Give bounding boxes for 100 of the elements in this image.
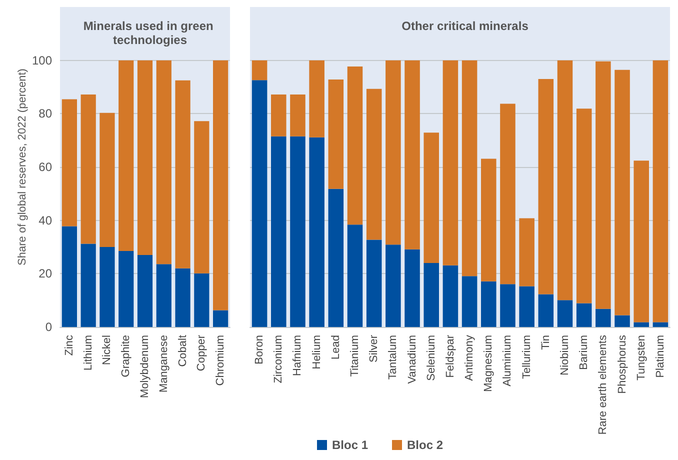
y-tick-label: 60 [38, 160, 52, 174]
bar [194, 121, 210, 274]
x-tick-label: Nickel [101, 335, 114, 365]
legend-label: Bloc 2 [407, 438, 444, 452]
bar [462, 60, 478, 276]
bar [386, 244, 401, 327]
x-tick-label: Lithium [82, 335, 94, 370]
bar [576, 303, 592, 327]
bar [271, 136, 286, 327]
bar [100, 112, 115, 247]
bar [481, 158, 496, 282]
x-tick-label: Molybdenum [139, 335, 151, 398]
x-tick-label: Tin [540, 335, 552, 350]
bar [156, 264, 172, 327]
bar [80, 94, 96, 244]
x-tick-label: Aluminium [502, 335, 514, 386]
x-tick-label: Magnesium [482, 335, 495, 392]
y-tick-label: 0 [45, 320, 52, 334]
x-tick-label: Helium [310, 335, 323, 370]
bar [347, 224, 363, 327]
bar [290, 136, 306, 327]
bar [481, 281, 496, 327]
bar [213, 310, 228, 327]
y-tick-label: 100 [32, 53, 52, 68]
bar [596, 61, 611, 309]
bar [194, 273, 210, 327]
x-tick-label: Zinc [63, 334, 76, 356]
bar [271, 94, 286, 136]
y-tick-label: 80 [38, 106, 52, 121]
text: Other critical minerals [402, 19, 529, 33]
bar [538, 79, 554, 294]
bar [442, 265, 458, 327]
bar [386, 60, 401, 245]
x-tick-label: Silver [368, 334, 380, 363]
x-tick-label: Phosphorus [616, 334, 628, 394]
bar [404, 249, 420, 327]
bar [137, 255, 153, 327]
x-tick-label: Tellurium [520, 335, 533, 380]
bar [252, 80, 268, 327]
x-tick-label: Vanadium [406, 335, 418, 384]
x-tick-label: Titanium [349, 335, 361, 377]
bar [100, 247, 115, 327]
x-tick-label: Feldspar [444, 334, 456, 378]
x-tick-label: Boron [254, 335, 266, 364]
x-tick-label: Lead [330, 335, 342, 360]
x-tick-label: Chromium [214, 335, 227, 386]
bar [614, 315, 630, 327]
bar [366, 88, 382, 240]
bar [538, 294, 554, 327]
bar [442, 60, 458, 266]
bar [500, 104, 516, 284]
bar [252, 60, 268, 80]
bar [309, 60, 324, 138]
bar [424, 263, 439, 327]
bar [596, 308, 611, 327]
bar [309, 137, 324, 327]
y-axis-title: Share of global reserves, 2022 (percent) [16, 68, 29, 266]
bar [213, 60, 228, 310]
bar [634, 322, 649, 327]
bar [424, 132, 439, 263]
x-tick-label: Hafnium [292, 335, 304, 376]
bar [175, 80, 190, 268]
legend-label: Bloc 1 [332, 438, 368, 452]
bar [614, 70, 630, 316]
bar [404, 60, 420, 250]
bar [557, 60, 573, 300]
bar [118, 251, 134, 327]
bar [519, 218, 534, 286]
y-tick-label: 20 [38, 266, 52, 281]
bar [557, 300, 573, 327]
x-tick-label: Barium [578, 335, 590, 370]
bar [118, 60, 134, 251]
bar [652, 60, 668, 322]
bar [62, 226, 77, 327]
bar [62, 99, 77, 226]
x-tick-label: Platinum [654, 335, 666, 378]
x-tick-label: Cobalt [176, 335, 189, 367]
bar [328, 80, 344, 189]
bar [156, 60, 172, 264]
x-tick-label: Graphite [120, 335, 132, 378]
bar [634, 160, 649, 322]
x-tick-label: Tungsten [635, 335, 648, 380]
bar [462, 276, 478, 327]
bar [366, 240, 382, 327]
bar [80, 244, 96, 327]
bar [137, 60, 153, 255]
x-tick-label: Manganese [158, 335, 170, 392]
bar [290, 94, 306, 136]
y-tick-label: 40 [38, 213, 52, 228]
bar [519, 286, 534, 327]
text: Minerals used in green technologies [83, 19, 217, 47]
x-tick-label: Tantalum [387, 335, 400, 380]
x-tick-label: Antimony [464, 334, 476, 381]
x-tick-label: Niobium [559, 335, 571, 376]
bar [652, 322, 668, 327]
bar [576, 108, 592, 304]
bar [500, 284, 516, 327]
x-tick-label: Copper [196, 334, 208, 372]
bar [328, 188, 344, 327]
bar [175, 268, 190, 327]
